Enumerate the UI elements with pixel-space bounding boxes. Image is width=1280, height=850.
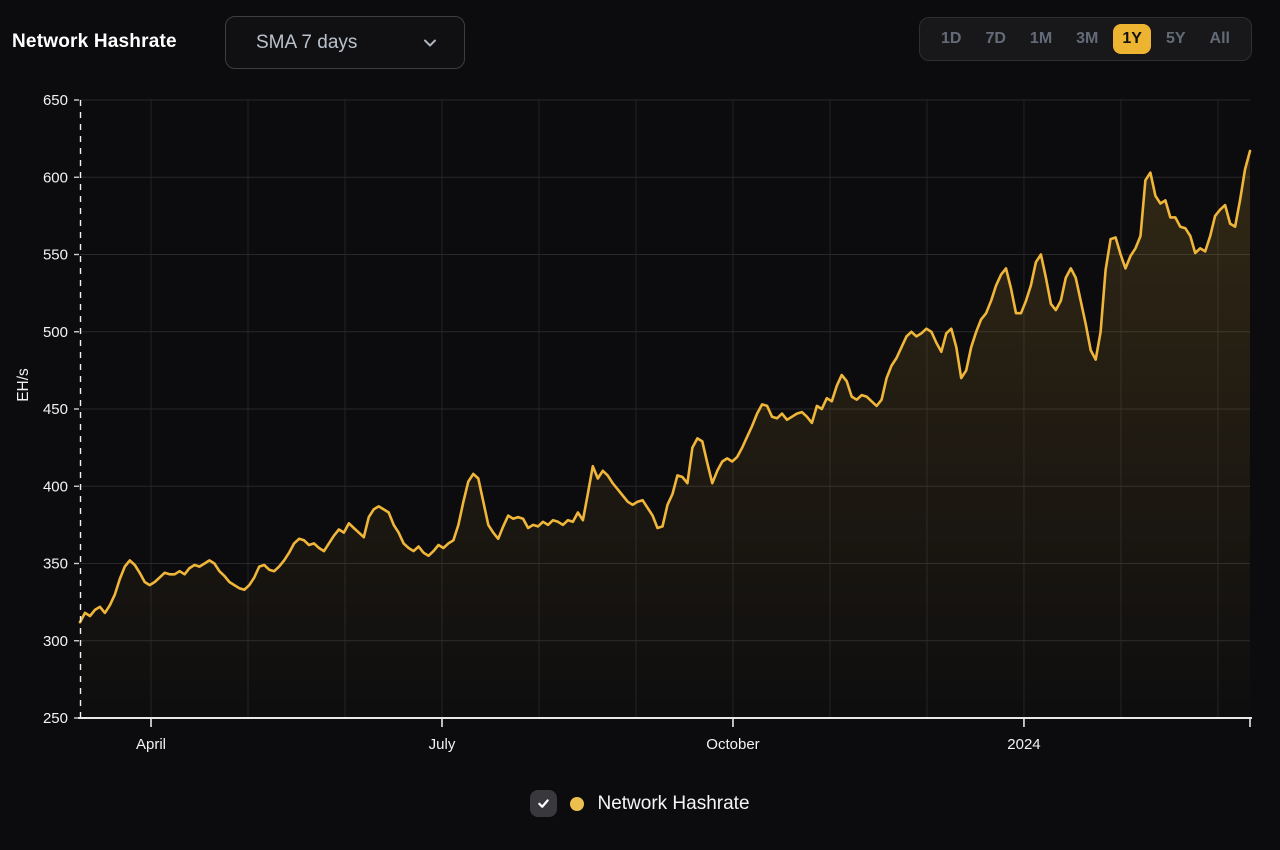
range-button-1y[interactable]: 1Y xyxy=(1113,24,1151,53)
time-range-selector: 1D7D1M3M1Y5YAll xyxy=(919,17,1252,61)
svg-text:October: October xyxy=(706,736,759,753)
svg-text:550: 550 xyxy=(43,247,68,264)
svg-text:650: 650 xyxy=(43,92,68,109)
svg-text:July: July xyxy=(429,736,456,753)
y-axis-title: EH/s xyxy=(15,368,32,402)
range-button-all[interactable]: All xyxy=(1201,24,1239,53)
svg-text:500: 500 xyxy=(43,324,68,341)
check-icon xyxy=(536,796,551,811)
range-button-1m[interactable]: 1M xyxy=(1021,24,1061,53)
svg-text:350: 350 xyxy=(43,556,68,573)
svg-text:400: 400 xyxy=(43,478,68,495)
sma-select-value: SMA 7 days xyxy=(256,32,422,54)
chart-plot-area[interactable] xyxy=(80,100,1250,718)
range-button-5y[interactable]: 5Y xyxy=(1157,24,1195,53)
svg-text:450: 450 xyxy=(43,401,68,418)
x-axis xyxy=(78,718,1252,727)
legend-label: Network Hashrate xyxy=(597,793,749,815)
legend-series-dot xyxy=(570,797,584,811)
chevron-down-icon xyxy=(422,35,438,51)
svg-text:250: 250 xyxy=(43,710,68,727)
range-button-1d[interactable]: 1D xyxy=(932,24,970,53)
legend-checkbox[interactable] xyxy=(530,790,557,817)
chart-legend: Network Hashrate xyxy=(0,790,1280,817)
y-axis-ticks xyxy=(74,100,79,718)
range-button-7d[interactable]: 7D xyxy=(976,24,1014,53)
svg-text:April: April xyxy=(136,736,166,753)
page-title: Network Hashrate xyxy=(12,31,177,53)
svg-text:2024: 2024 xyxy=(1007,736,1040,753)
range-button-3m[interactable]: 3M xyxy=(1067,24,1107,53)
sma-period-select[interactable]: SMA 7 days xyxy=(225,16,465,69)
svg-text:300: 300 xyxy=(43,633,68,650)
svg-text:600: 600 xyxy=(43,169,68,186)
hashrate-chart-svg: 250 300 350 400 450 500 550 600 650 April July Octo… xyxy=(0,0,1280,850)
network-hashrate-dashboard: Network Hashrate SMA 7 days 1D7D1M3M1Y5Y… xyxy=(0,0,1280,850)
